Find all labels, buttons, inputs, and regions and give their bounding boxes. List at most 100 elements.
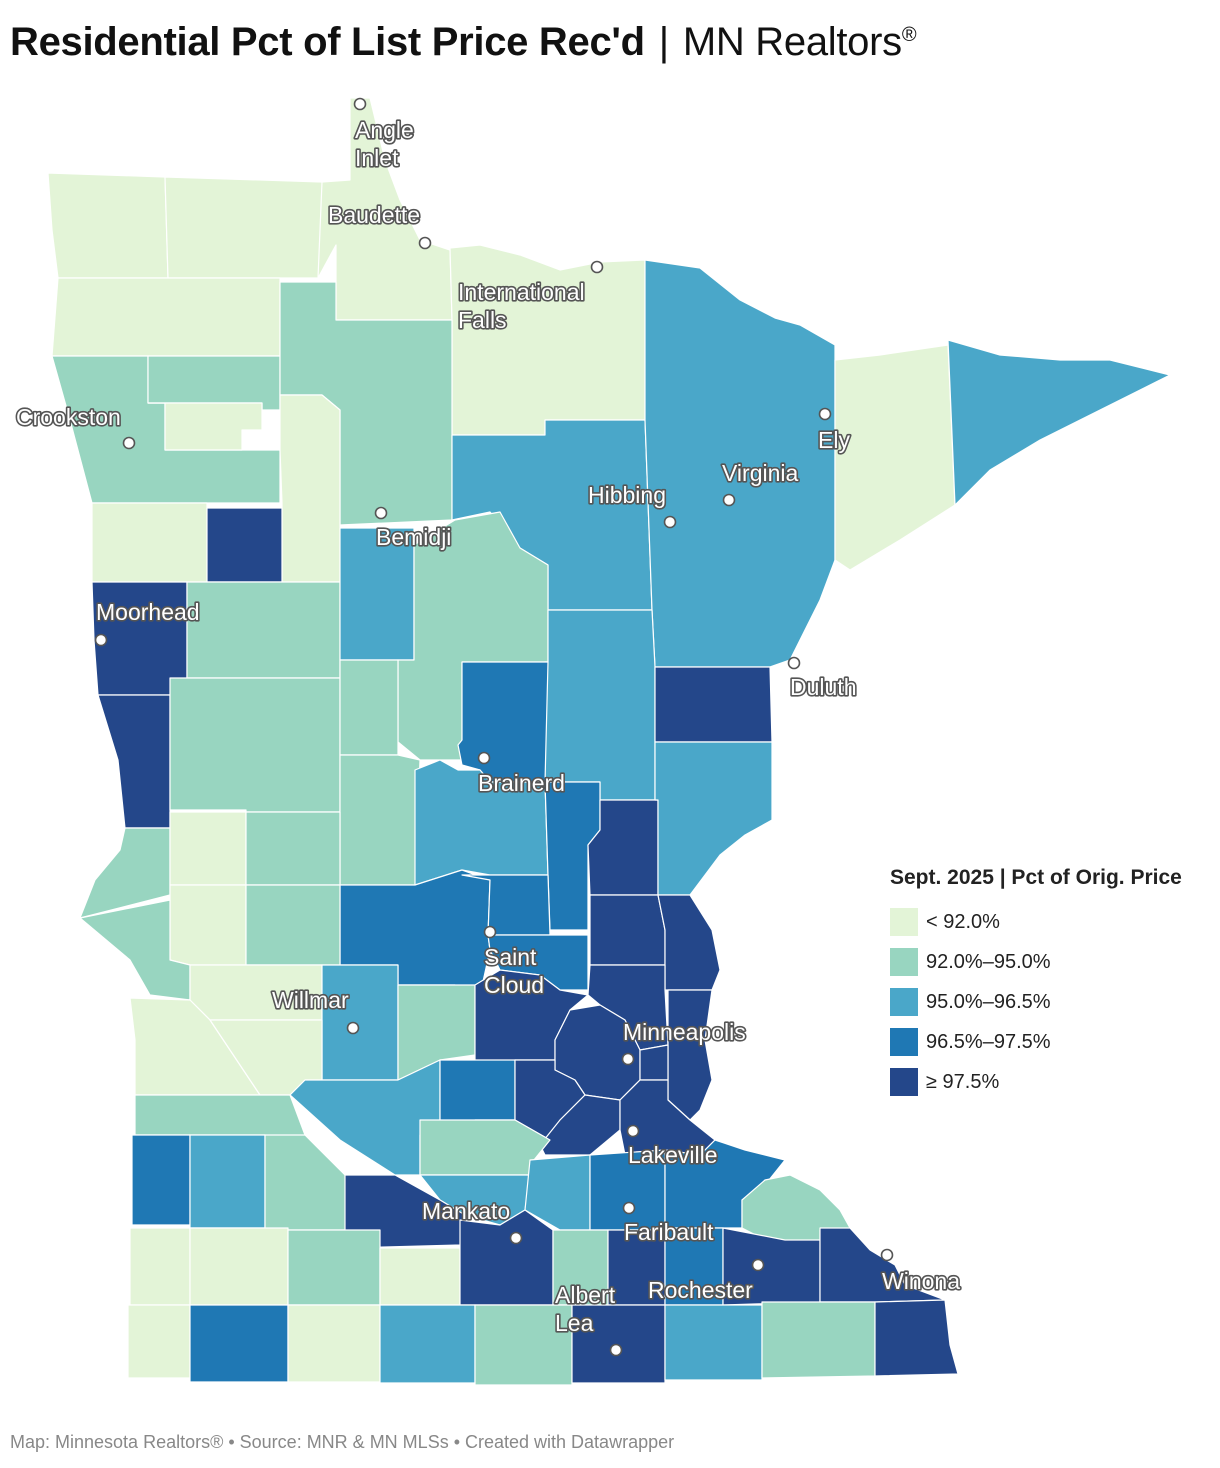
moorhead-marker [94, 633, 108, 647]
minneapolis-label: Minneapolis [623, 1019, 746, 1045]
county-wilkin[interactable] [97, 694, 171, 829]
county-lincoln[interactable] [131, 1134, 191, 1226]
crookston-marker [122, 436, 136, 450]
county-stevens[interactable] [169, 884, 247, 966]
willmar-label: Willmar [272, 987, 349, 1013]
county-ramsey[interactable] [639, 1044, 669, 1081]
crookston-label: Crookston [16, 404, 121, 430]
county-kittson[interactable] [47, 172, 169, 279]
lakeville-label: Lakeville [628, 1142, 718, 1168]
saint-cloud-label: Saint Cloud [484, 944, 544, 998]
county-mahnomen[interactable] [206, 507, 283, 583]
legend-title: Sept. 2025 | Pct of Orig. Price [890, 866, 1182, 889]
county-red-lake[interactable] [147, 402, 263, 451]
legend-item: 96.5%–97.5% [890, 1022, 1182, 1062]
county-watonwan[interactable] [379, 1247, 461, 1306]
legend-item: 95.0%–96.5% [890, 982, 1182, 1022]
legend-item: < 92.0% [890, 902, 1182, 942]
county-fillmore[interactable] [761, 1301, 876, 1379]
county-lyon[interactable] [189, 1134, 266, 1229]
willmar-marker [346, 1021, 360, 1035]
minneapolis-marker [621, 1052, 635, 1066]
legend-swatch [890, 988, 918, 1016]
county-kandiyohi[interactable] [321, 964, 399, 1081]
virginia-marker [722, 493, 736, 507]
county-blue-earth[interactable] [459, 1209, 554, 1306]
county-douglas[interactable] [245, 811, 341, 886]
legend-label: 92.0%–95.0% [926, 950, 1051, 973]
county-washington[interactable] [667, 989, 713, 1121]
moorhead-label: Moorhead [96, 599, 200, 625]
saint-cloud-marker [483, 925, 497, 939]
legend-swatch [890, 1028, 918, 1056]
baudette-marker [418, 236, 432, 250]
duluth-label: Duluth [790, 674, 856, 700]
albert-lea-label: Albert Lea [555, 1282, 616, 1336]
legend-swatch [890, 1068, 918, 1096]
legend-label: ≥ 97.5% [926, 1070, 1000, 1093]
legend-label: 96.5%–97.5% [926, 1030, 1051, 1053]
county-pennington[interactable] [147, 355, 281, 411]
international-falls-label: International Falls [458, 279, 585, 333]
bemidji-label: Bemidji [376, 524, 451, 550]
legend-item: 92.0%–95.0% [890, 942, 1182, 982]
county-pine[interactable] [654, 741, 773, 896]
legend-label: 95.0%–96.5% [926, 990, 1051, 1013]
winona-label: Winona [882, 1268, 960, 1294]
bemidji-marker [374, 506, 388, 520]
lakeville-marker [626, 1124, 640, 1138]
registered-mark: ® [901, 24, 917, 46]
mankato-marker [509, 1231, 523, 1245]
winona-marker [880, 1248, 894, 1262]
county-grant[interactable] [169, 811, 247, 886]
title-separator: | [658, 20, 669, 64]
county-isanti[interactable] [589, 894, 666, 966]
title-org: MN Realtors [682, 20, 902, 64]
rochester-marker [751, 1258, 765, 1272]
county-martin[interactable] [379, 1304, 476, 1384]
legend-swatch [890, 948, 918, 976]
angle-inlet-marker [353, 97, 367, 111]
county-lake[interactable] [834, 344, 956, 571]
county-mower[interactable] [664, 1304, 763, 1381]
county-pope[interactable] [245, 884, 341, 966]
county-todd[interactable] [339, 754, 421, 886]
county-cook[interactable] [947, 339, 1171, 506]
county-norman[interactable] [91, 502, 208, 583]
county-cottonwood[interactable] [287, 1229, 381, 1306]
legend: Sept. 2025 | Pct of Orig. Price < 92.0% … [890, 866, 1182, 1102]
county-marshall[interactable] [51, 277, 281, 357]
county-koochiching[interactable] [449, 244, 646, 436]
baudette-label: Baudette [328, 202, 420, 228]
legend-item: ≥ 97.5% [890, 1062, 1182, 1102]
county-crow-wing[interactable] [457, 661, 549, 783]
hibbing-label: Hibbing [588, 482, 666, 508]
faribault-marker [622, 1201, 636, 1215]
county-nobles[interactable] [189, 1304, 289, 1383]
title-main: Residential Pct of List Price Rec'd [10, 20, 645, 64]
county-jackson[interactable] [287, 1304, 381, 1383]
county-rock[interactable] [127, 1304, 191, 1379]
county-carlton[interactable] [654, 666, 773, 743]
county-becker[interactable] [186, 581, 341, 679]
duluth-marker [787, 656, 801, 670]
county-houston[interactable] [874, 1299, 959, 1377]
county-meeker[interactable] [397, 984, 476, 1081]
rochester-label: Rochester [648, 1277, 753, 1303]
county-faribault[interactable] [474, 1304, 573, 1386]
albert-lea-marker [609, 1343, 623, 1357]
faribault-label: Faribault [624, 1219, 714, 1245]
county-otter-tail[interactable] [169, 677, 341, 813]
ely-marker [818, 407, 832, 421]
county-chisago[interactable] [657, 894, 721, 991]
county-clearwater[interactable] [279, 394, 341, 583]
county-murray[interactable] [189, 1227, 289, 1306]
legend-swatch [890, 908, 918, 936]
legend-label: < 92.0% [926, 910, 1000, 933]
hibbing-marker [663, 515, 677, 529]
county-freeborn[interactable] [571, 1304, 666, 1384]
ely-label: Ely [818, 427, 850, 453]
county-pipestone[interactable] [129, 1227, 191, 1306]
county-wadena[interactable] [339, 659, 399, 756]
